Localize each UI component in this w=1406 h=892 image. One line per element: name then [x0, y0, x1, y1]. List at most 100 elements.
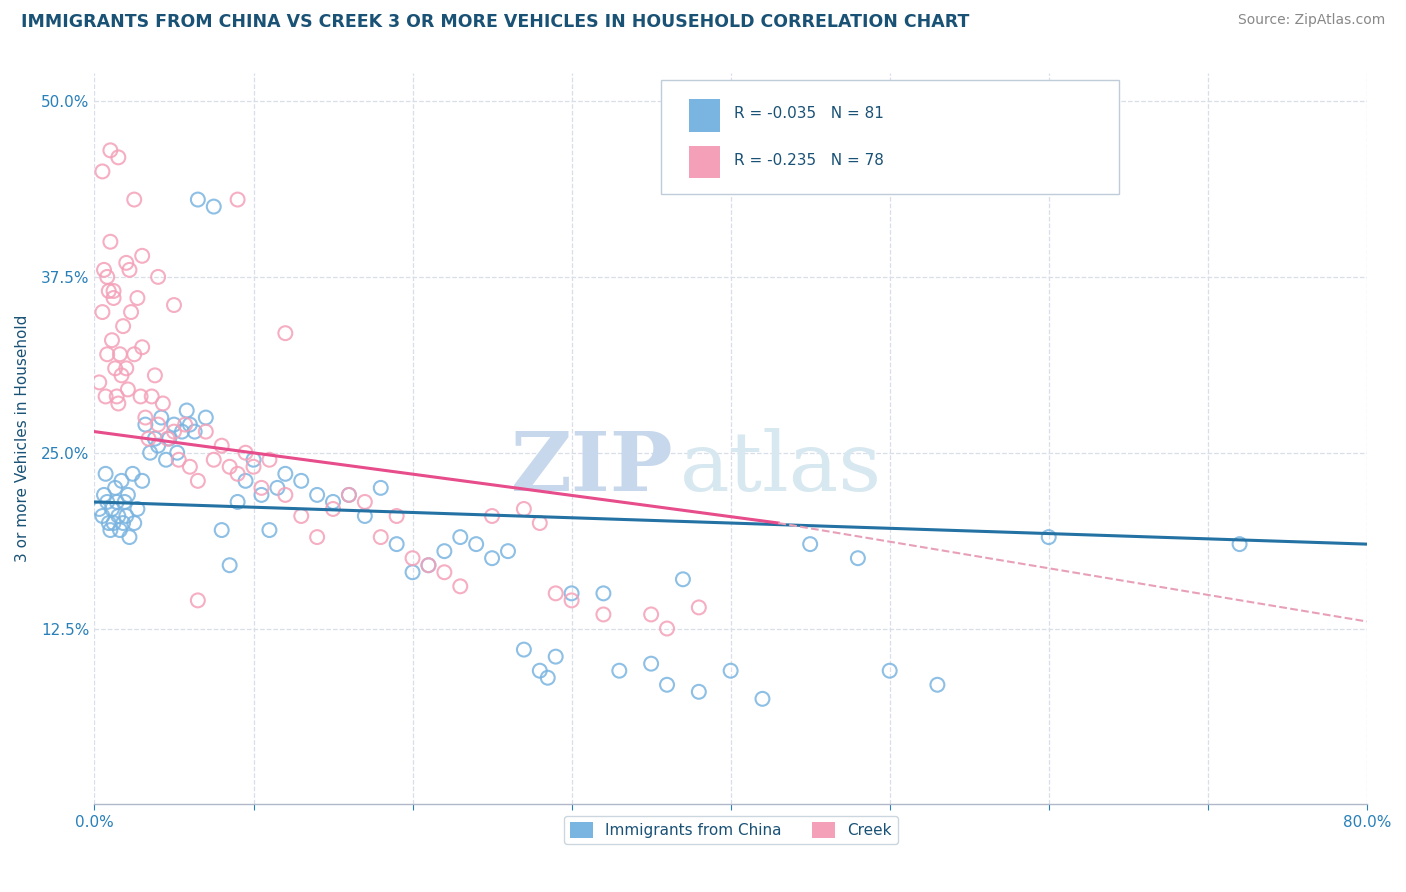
- Point: [322, 502, 344, 516]
- Text: IMMIGRANTS FROM CHINA VS CREEK 3 OR MORE VEHICLES IN HOUSEHOLD CORRELATION CHART: IMMIGRANTS FROM CHINA VS CREEK 3 OR MORE…: [21, 13, 970, 31]
- Point: [107, 396, 129, 410]
- Point: [218, 558, 240, 573]
- Point: [1229, 537, 1251, 551]
- Text: Source: ZipAtlas.com: Source: ZipAtlas.com: [1237, 13, 1385, 28]
- Point: [115, 361, 138, 376]
- Point: [96, 347, 118, 361]
- Point: [592, 586, 614, 600]
- Point: [353, 508, 375, 523]
- Point: [655, 622, 678, 636]
- Point: [235, 446, 257, 460]
- Point: [401, 566, 423, 580]
- Point: [100, 523, 122, 537]
- Point: [122, 193, 145, 207]
- Point: [121, 467, 143, 481]
- Text: atlas: atlas: [679, 428, 882, 508]
- Point: [96, 269, 118, 284]
- Point: [537, 671, 560, 685]
- Point: [100, 235, 122, 249]
- Point: [104, 361, 127, 376]
- Point: [170, 425, 193, 439]
- Point: [93, 263, 115, 277]
- Point: [89, 502, 111, 516]
- Legend: Immigrants from China, Creek: Immigrants from China, Creek: [564, 816, 897, 844]
- Point: [561, 593, 583, 607]
- Point: [91, 305, 114, 319]
- Point: [211, 523, 233, 537]
- FancyBboxPatch shape: [689, 99, 720, 132]
- Point: [433, 544, 456, 558]
- Point: [103, 516, 125, 530]
- Point: [157, 432, 180, 446]
- Point: [655, 678, 678, 692]
- Point: [166, 446, 188, 460]
- Point: [115, 508, 138, 523]
- Point: [187, 474, 209, 488]
- Point: [94, 389, 117, 403]
- Point: [218, 459, 240, 474]
- Point: [529, 664, 551, 678]
- Point: [250, 488, 273, 502]
- Point: [592, 607, 614, 622]
- Text: R = -0.235   N = 78: R = -0.235 N = 78: [734, 153, 884, 168]
- Point: [370, 481, 392, 495]
- Point: [481, 508, 503, 523]
- FancyBboxPatch shape: [689, 145, 720, 178]
- Point: [449, 579, 471, 593]
- Point: [97, 284, 120, 298]
- Point: [176, 403, 198, 417]
- Point: [100, 144, 122, 158]
- Point: [138, 432, 160, 446]
- Point: [114, 495, 136, 509]
- Point: [561, 586, 583, 600]
- Point: [274, 488, 297, 502]
- Point: [101, 333, 124, 347]
- Point: [117, 488, 139, 502]
- Point: [640, 657, 662, 671]
- Point: [103, 284, 125, 298]
- Point: [131, 474, 153, 488]
- Point: [141, 389, 163, 403]
- Point: [226, 193, 249, 207]
- Point: [104, 481, 127, 495]
- Point: [103, 291, 125, 305]
- Point: [115, 256, 138, 270]
- Point: [122, 516, 145, 530]
- Point: [96, 495, 118, 509]
- Point: [156, 432, 179, 446]
- Point: [155, 452, 177, 467]
- Point: [513, 642, 536, 657]
- Point: [174, 417, 197, 432]
- Point: [94, 467, 117, 481]
- Point: [846, 551, 869, 566]
- Point: [242, 452, 264, 467]
- Point: [202, 452, 225, 467]
- Point: [385, 508, 408, 523]
- Point: [139, 446, 162, 460]
- Point: [146, 417, 169, 432]
- Point: [496, 544, 519, 558]
- Point: [107, 150, 129, 164]
- Point: [353, 495, 375, 509]
- Point: [607, 664, 630, 678]
- Point: [337, 488, 360, 502]
- Point: [110, 474, 132, 488]
- Point: [513, 502, 536, 516]
- Point: [370, 530, 392, 544]
- Point: [134, 417, 156, 432]
- Point: [89, 376, 111, 390]
- Point: [465, 537, 488, 551]
- Point: [202, 200, 225, 214]
- Point: [274, 467, 297, 481]
- Point: [112, 319, 135, 334]
- Point: [418, 558, 440, 573]
- Point: [433, 566, 456, 580]
- Text: R = -0.035   N = 81: R = -0.035 N = 81: [734, 106, 884, 121]
- Point: [235, 474, 257, 488]
- Point: [131, 249, 153, 263]
- Point: [183, 425, 205, 439]
- Point: [927, 678, 949, 692]
- Point: [226, 467, 249, 481]
- Point: [544, 649, 567, 664]
- Point: [385, 537, 408, 551]
